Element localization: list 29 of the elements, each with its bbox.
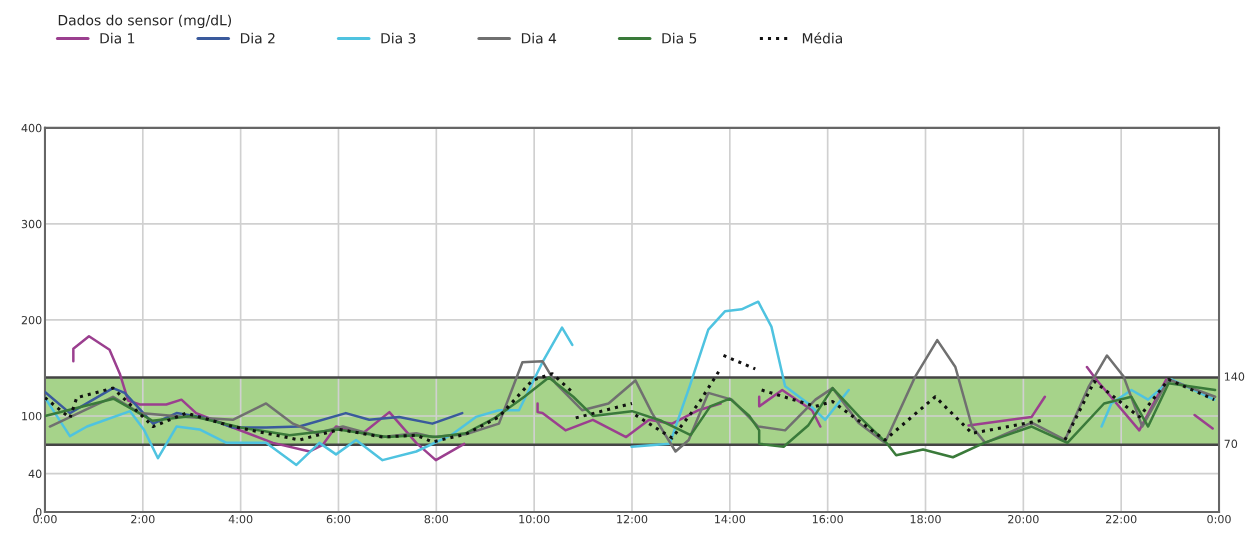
y-tick-label: 200 (21, 315, 42, 325)
ref-line-label: 140 (1224, 372, 1245, 381)
y-tick-label: 400 (21, 123, 42, 133)
ref-line-label: 70 (1224, 439, 1238, 448)
x-tick-label: 16:00 (812, 514, 843, 524)
x-tick-label: 4:00 (228, 514, 253, 524)
legend-label: Dia 2 (240, 32, 275, 44)
x-tick-label: 10:00 (519, 514, 550, 524)
x-tick-label: 12:00 (617, 514, 648, 524)
legend-label: Dia 3 (381, 32, 416, 44)
y-tick-label: 0 (35, 507, 42, 517)
legend-label: Média (802, 32, 842, 44)
x-tick-label: 0:00 (33, 514, 57, 524)
legend-label: Dia 1 (100, 32, 135, 44)
x-tick-label: 22:00 (1105, 514, 1137, 524)
x-tick-label: 18:00 (910, 514, 941, 524)
legend-label: Dia 5 (662, 32, 697, 44)
chart-title: Dados do sensor (mg/dL) (58, 14, 232, 29)
x-tick-label: 14:00 (715, 514, 746, 524)
x-tick-label: 2:00 (131, 514, 155, 524)
x-tick-label: 8:00 (424, 514, 449, 524)
y-tick-label: 300 (21, 219, 42, 229)
x-tick-label: 20:00 (1008, 514, 1039, 524)
x-tick-label: 0:00 (1207, 514, 1231, 524)
line-series (44, 376, 1217, 459)
legend-label: Dia 4 (521, 32, 557, 44)
x-tick-label: 6:00 (326, 514, 351, 524)
y-tick-label: 100 (22, 411, 42, 421)
y-tick-label: 40 (28, 469, 42, 478)
